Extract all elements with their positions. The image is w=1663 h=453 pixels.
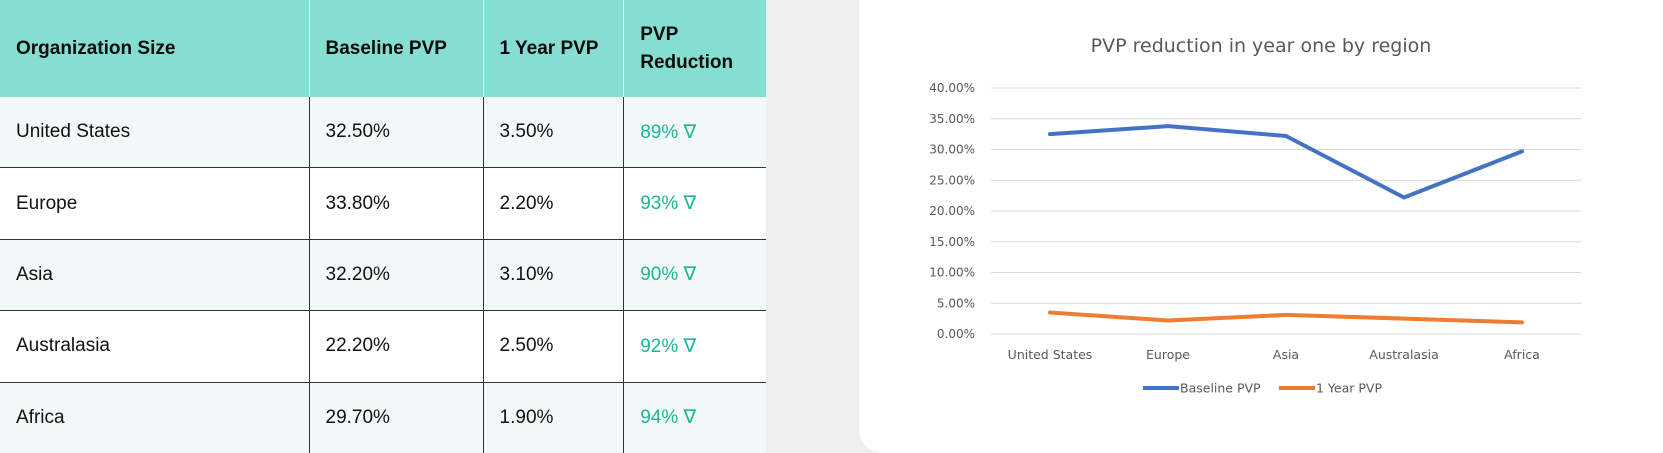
y-tick-label: 25.00% [929,173,975,187]
y-tick-label: 40.00% [929,81,975,95]
cell-one-year: 2.50% [483,310,625,383]
y-tick-label: 20.00% [929,204,975,218]
series-line [1048,124,1524,200]
legend: Baseline PVP 1 Year PVP [1143,381,1382,396]
table-row: Europe 33.80% 2.20% 93% ∇ [0,167,766,240]
x-axis-ticks: United States Europe Asia Australasia Africa [1008,347,1540,362]
y-tick-label: 35.00% [929,112,975,126]
x-tick-label: Europe [1146,347,1190,362]
cell-reduction: 94% ∇ [623,381,766,453]
table-row: Australasia 22.20% 2.50% 92% ∇ [0,310,766,383]
y-tick-label: 10.00% [929,266,975,280]
cell-reduction: 92% ∇ [623,310,766,383]
cell-one-year: 3.50% [483,97,625,168]
cell-reduction: 90% ∇ [623,238,766,311]
x-tick-label: Australasia [1369,347,1438,362]
y-tick-label: 5.00% [937,296,975,310]
chart-title: PVP reduction in year one by region [1091,35,1432,57]
cell-reduction: 89% ∇ [623,97,766,168]
table-row: Asia 32.20% 3.10% 90% ∇ [0,238,766,311]
cell-region: Australasia [0,310,310,383]
cell-region: Africa [0,381,310,453]
cell-baseline: 32.20% [309,238,484,311]
cell-region: Asia [0,238,310,311]
cell-one-year: 2.20% [483,167,625,240]
cell-reduction: 93% ∇ [623,167,766,240]
chart-card: PVP reduction in year one by region 0.00… [859,0,1663,453]
series-lines [1048,124,1524,325]
cell-baseline: 29.70% [309,381,484,453]
table-row: Africa 29.70% 1.90% 94% ∇ [0,381,766,453]
line-chart: PVP reduction in year one by region 0.00… [929,35,1581,396]
cell-one-year: 1.90% [483,381,625,453]
x-tick-label: Africa [1504,347,1540,362]
x-tick-label: United States [1008,347,1093,362]
cell-region: Europe [0,167,310,240]
legend-label: 1 Year PVP [1316,381,1382,396]
table-header-row: Organization Size Baseline PVP 1 Year PV… [0,0,766,97]
y-tick-label: 15.00% [929,235,975,249]
legend-label: Baseline PVP [1180,381,1261,396]
y-tick-label: 0.00% [937,327,975,341]
y-axis-ticks: 0.00% 5.00% 10.00% 15.00% 20.00% 25.00% 30.00%… [929,81,975,341]
x-tick-label: Asia [1273,347,1299,362]
gridlines [991,87,1581,335]
pvp-table: Organization Size Baseline PVP 1 Year PV… [0,0,766,453]
header-pvp-reduction: PVP Reduction [623,0,766,97]
cell-region: United States [0,97,310,168]
series-line [1048,310,1524,325]
y-tick-label: 30.00% [929,143,975,157]
header-baseline-pvp: Baseline PVP [309,0,484,97]
cell-one-year: 3.10% [483,238,625,311]
cell-baseline: 33.80% [309,167,484,240]
cell-baseline: 32.50% [309,97,484,168]
header-one-year-pvp: 1 Year PVP [483,0,625,97]
table-row: United States 32.50% 3.50% 89% ∇ [0,97,766,168]
cell-baseline: 22.20% [309,310,484,383]
header-organization-size: Organization Size [0,0,310,97]
